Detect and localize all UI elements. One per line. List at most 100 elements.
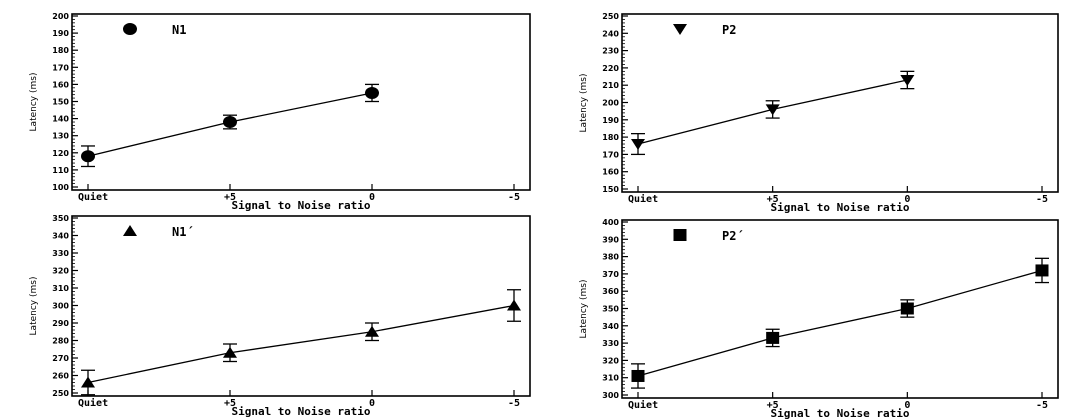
- x-tick-label: Quiet: [628, 399, 658, 411]
- y-tick-label: 160: [52, 80, 69, 89]
- x-tick-label: Quiet: [78, 191, 108, 203]
- panel-1: 100 110 120 130 140 150 160 170 180 190 200 Quiet +5…: [29, 12, 531, 212]
- y-tick-label: 400: [602, 218, 619, 227]
- plot-frame: [71, 13, 531, 191]
- data-point: [900, 302, 914, 315]
- y-tick-label: 110: [52, 166, 69, 175]
- y-tick-label: 270: [52, 354, 69, 363]
- x-tick-label: -5: [508, 192, 520, 203]
- y-tick-label: 360: [602, 287, 619, 296]
- plot-frame: [71, 215, 531, 397]
- data-point: [365, 325, 379, 337]
- panel-4: 300 310 320 330 340 350 360 370 380 390 400 Quiet +5…: [579, 218, 1059, 419]
- legend-label: P2: [722, 23, 736, 37]
- y-tick-label: 120: [52, 149, 69, 158]
- y-tick-label: 100: [52, 183, 69, 192]
- y-tick-label: 390: [602, 235, 619, 244]
- x-tick-label: +5: [224, 398, 236, 409]
- data-point: [365, 86, 379, 99]
- y-tick-label: 130: [52, 132, 69, 141]
- y-tick-label: 190: [52, 29, 69, 38]
- y-tick-label: 210: [602, 81, 619, 90]
- y-tick-label: 280: [52, 337, 69, 346]
- y-tick-label: 230: [602, 47, 619, 56]
- x-tick-label: 0: [904, 400, 910, 411]
- y-tick-label: 330: [52, 249, 69, 258]
- y-tick-label: 150: [602, 185, 619, 194]
- series-line: [87, 304, 515, 384]
- y-tick-label: 310: [602, 374, 619, 383]
- x-tick-label: -5: [508, 398, 520, 409]
- series-line: [637, 269, 1043, 377]
- x-tick-label: Quiet: [628, 193, 658, 205]
- y-tick-label: 260: [52, 372, 69, 381]
- legend-label: P2´: [722, 229, 744, 243]
- legend-label: N1: [172, 23, 186, 37]
- x-axis-label: Signal to Noise ratio: [770, 201, 909, 214]
- y-tick-label: 340: [52, 232, 69, 241]
- x-tick-label: 0: [369, 192, 375, 203]
- x-tick-label: 0: [369, 398, 375, 409]
- y-axis-label: Latency (ms): [29, 277, 39, 336]
- y-tick-label: 340: [602, 322, 619, 331]
- plot-frame: [621, 13, 1059, 193]
- y-tick-label: 190: [602, 116, 619, 125]
- legend-label: N1´: [172, 225, 194, 239]
- y-tick-label: 300: [602, 391, 619, 400]
- data-point: [223, 116, 237, 129]
- x-tick-label: -5: [1036, 194, 1048, 205]
- x-tick-label: +5: [767, 194, 779, 205]
- legend-marker: [123, 225, 137, 236]
- y-tick-label: 180: [52, 46, 69, 55]
- panel-3: 250 260 270 280 290 300 310 320 330 340 350 Quiet +5…: [29, 214, 531, 418]
- y-axis-label: Latency (ms): [579, 74, 589, 133]
- legend-marker: [123, 23, 137, 35]
- data-point: [765, 104, 780, 116]
- y-tick-label: 380: [602, 253, 619, 262]
- legend-marker: [673, 229, 687, 241]
- y-tick-label: 310: [52, 284, 69, 293]
- data-point: [766, 331, 780, 344]
- data-point: [900, 75, 915, 87]
- data-point: [507, 299, 521, 311]
- y-axis-label: Latency (ms): [579, 280, 589, 339]
- x-tick-label: -5: [1036, 400, 1048, 411]
- data-point: [223, 346, 237, 358]
- x-tick-label: 0: [904, 194, 910, 205]
- x-tick-label: Quiet: [78, 397, 108, 409]
- y-tick-label: 170: [602, 150, 619, 159]
- y-tick-label: 250: [602, 12, 619, 21]
- panel-2: 150 160 170 180 190 200 210 220 230 240 250 Quiet +5…: [579, 12, 1059, 214]
- x-tick-label: +5: [767, 400, 779, 411]
- y-tick-label: 240: [602, 29, 619, 38]
- y-tick-label: 350: [52, 214, 69, 223]
- data-point: [81, 376, 95, 388]
- y-axis-label: Latency (ms): [29, 73, 39, 132]
- y-tick-label: 220: [602, 64, 619, 73]
- plot-frame: [621, 219, 1059, 399]
- data-point: [81, 150, 95, 163]
- x-tick-label: +5: [224, 192, 236, 203]
- y-tick-label: 300: [52, 302, 69, 311]
- data-point: [631, 369, 645, 382]
- y-tick-label: 370: [602, 270, 619, 279]
- y-tick-label: 330: [602, 339, 619, 348]
- y-tick-label: 290: [52, 319, 69, 328]
- y-tick-label: 170: [52, 63, 69, 72]
- data-point: [631, 139, 645, 151]
- y-tick-label: 320: [602, 356, 619, 365]
- legend-marker: [673, 24, 687, 35]
- y-tick-label: 250: [52, 389, 69, 398]
- y-tick-label: 140: [52, 115, 69, 124]
- y-tick-label: 320: [52, 267, 69, 276]
- data-point: [1035, 264, 1049, 277]
- y-tick-label: 150: [52, 98, 69, 107]
- y-tick-label: 200: [52, 12, 69, 21]
- y-tick-label: 160: [602, 168, 619, 177]
- y-tick-label: 200: [602, 99, 619, 108]
- y-tick-label: 350: [602, 305, 619, 314]
- x-axis-label: Signal to Noise ratio: [231, 199, 370, 212]
- y-tick-label: 180: [602, 133, 619, 142]
- x-axis-label: Signal to Noise ratio: [231, 405, 370, 418]
